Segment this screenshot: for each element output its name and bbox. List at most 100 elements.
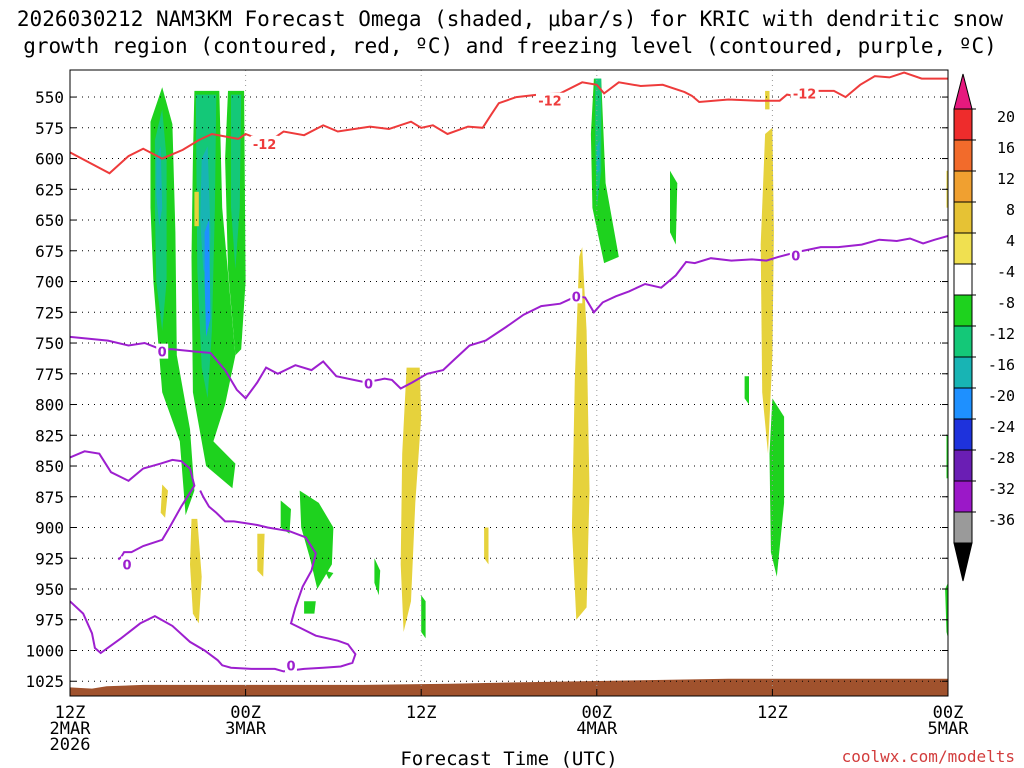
omega-positive-region	[760, 127, 774, 454]
colorbar-tick-label: -24	[988, 418, 1015, 436]
y-tick-label: 925	[35, 549, 64, 568]
colorbar-tick-label: 20	[997, 108, 1015, 126]
y-tick-label: 1025	[25, 672, 64, 691]
colorbar-segment	[953, 170, 973, 203]
x-tick-label: 00Z	[230, 703, 261, 723]
y-tick-label: 625	[35, 180, 64, 199]
y-tick-label: 875	[35, 488, 64, 507]
omega-region	[590, 78, 619, 264]
omega-positive-region	[160, 484, 168, 518]
y-tick-label: 675	[35, 242, 64, 261]
omega-region	[769, 398, 785, 577]
y-tick-label: 900	[35, 519, 64, 538]
y-tick-label: 725	[35, 303, 64, 322]
dgz-contour-label-bg	[535, 92, 564, 108]
omega-region	[280, 500, 291, 534]
y-tick-label: 1000	[25, 641, 64, 660]
omega-positive-region	[190, 518, 202, 624]
colorbar-bottom-arrow	[953, 542, 973, 582]
omega-region	[945, 582, 948, 639]
dgz-contour-label: -12	[538, 95, 562, 110]
terrain-fill	[70, 678, 948, 696]
colorbar-segment	[953, 263, 973, 296]
colorbar-tick-label: -4	[997, 263, 1015, 281]
colorbar-segment	[953, 294, 973, 327]
omega-region	[299, 490, 334, 589]
omega-positive-region	[571, 247, 590, 620]
omega-positive-region	[400, 367, 422, 632]
y-tick-label: 750	[35, 334, 64, 353]
omega-region	[156, 146, 163, 227]
y-tick-label: 950	[35, 580, 64, 599]
colorbar-segment	[953, 418, 973, 451]
freezing-contour-label: 0	[286, 659, 295, 674]
colorbar-tick-label: -32	[988, 480, 1015, 498]
freezing-level-contour	[70, 235, 948, 400]
omega-region	[204, 220, 211, 337]
freezing-contour-label-bg	[284, 657, 297, 673]
dgz-contour-label: -12	[793, 87, 817, 102]
colorbar-segment	[953, 139, 973, 172]
y-tick-label: 800	[35, 396, 64, 415]
colorbar-tick-label: 4	[1006, 232, 1015, 250]
y-tick-label: 600	[35, 150, 64, 169]
freezing-contour-label-bg	[570, 288, 583, 304]
colorbar-segment	[953, 232, 973, 265]
x-tick-label: 5MAR	[928, 719, 970, 739]
dgz-contour-label-bg	[250, 135, 279, 151]
colorbar-segment	[953, 201, 973, 234]
x-tick-label: 12Z	[55, 703, 86, 723]
colorbar-segment	[953, 449, 973, 482]
chart-title-line-1: 2026030212 NAM3KM Forecast Omega (shaded…	[17, 7, 1004, 31]
colorbar-segment	[953, 108, 973, 141]
freezing-level-contour-lower	[70, 450, 196, 561]
x-tick-label: 12Z	[406, 703, 437, 723]
y-tick-label: 825	[35, 426, 64, 445]
y-tick-label: 575	[35, 119, 64, 138]
y-tick-label: 975	[35, 611, 64, 630]
dgz-contour-label-bg	[790, 85, 819, 101]
terrain-polygon	[70, 678, 948, 696]
omega-positive-region	[484, 527, 489, 565]
colorbar-segment	[953, 511, 973, 544]
colorbar-tick-label: -16	[988, 356, 1015, 374]
x-tick-label: 3MAR	[225, 719, 267, 739]
omega-region	[304, 601, 316, 614]
freezing-contour-label: 0	[364, 378, 373, 393]
freezing-level-contour-bottom	[70, 490, 357, 673]
omega-region	[421, 595, 426, 639]
colorbar-segment	[953, 480, 973, 513]
colorbar-segment	[953, 325, 973, 358]
x-tick-label: 00Z	[581, 703, 612, 723]
colorbar-tick-label: 8	[1006, 201, 1015, 219]
contour-lines: -12 -12 -12 0 0 0 0 0 0	[70, 71, 948, 674]
plot-frame	[69, 69, 949, 697]
x-tick-label: 4MAR	[576, 719, 618, 739]
omega-positive-region	[194, 191, 199, 227]
omega-positive-region	[257, 533, 265, 577]
omega-region	[596, 140, 600, 174]
freezing-contour-label: 0	[791, 250, 800, 265]
chart-title-line-2: growth region (contoured, red, ºC) and f…	[23, 34, 997, 58]
x-tick-label: 00Z	[933, 703, 964, 723]
colorbar-tick-label: -28	[988, 449, 1015, 467]
colorbar-tick-label: -8	[997, 294, 1015, 312]
colorbar-tick-label: -36	[988, 511, 1015, 529]
credit-text: coolwx.com/modelts	[842, 747, 1015, 766]
x-tick-label: 2026	[50, 735, 91, 755]
omega-region	[374, 558, 381, 596]
omega-region	[670, 170, 678, 245]
colorbar-tick-label: 16	[997, 139, 1015, 157]
x-tick-label: 12Z	[757, 703, 788, 723]
x-axis-label: Forecast Time (UTC)	[400, 748, 617, 768]
dgz-contour-label: -12	[253, 138, 277, 153]
freezing-contour-label: 0	[158, 346, 167, 361]
x-tick-label: 2MAR	[50, 719, 92, 739]
freezing-contour-label-bg	[121, 556, 134, 572]
colorbar-top-arrow	[953, 73, 973, 110]
colorbar-segment	[953, 356, 973, 389]
y-tick-label: 550	[35, 88, 64, 107]
freezing-contour-label-bg	[362, 375, 375, 391]
